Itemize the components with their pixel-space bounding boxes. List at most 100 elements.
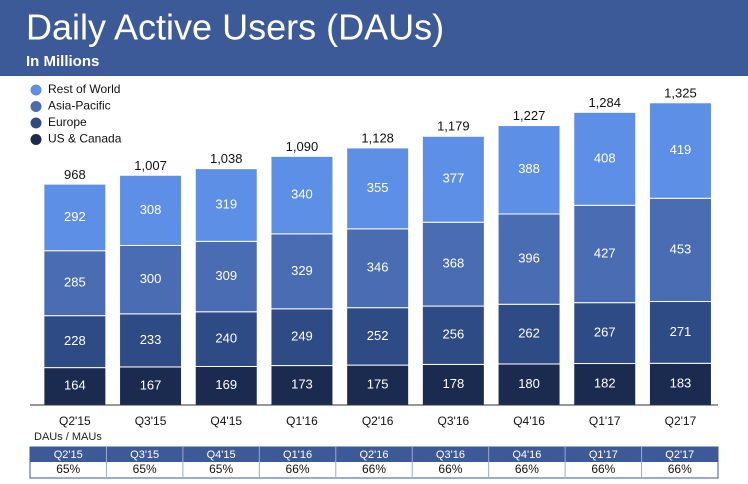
table-header-cell: Q4'15: [207, 449, 236, 461]
table-header-cell: Q4'16: [512, 449, 541, 461]
segment-label: 308: [140, 202, 162, 217]
table-header-cell: Q3'16: [436, 449, 465, 461]
bar-segment: [119, 313, 183, 368]
chart-subtitle: In Millions: [26, 53, 99, 70]
segment-label: 427: [594, 245, 616, 260]
segment-label: 408: [594, 150, 616, 165]
segment-label: 182: [594, 376, 616, 391]
segment-label: 228: [64, 333, 86, 348]
legend-swatch: [30, 84, 42, 96]
segment-label: 355: [367, 180, 389, 195]
bar-segment: [119, 244, 183, 315]
segment-label: 233: [140, 332, 162, 347]
segment-label: 240: [215, 331, 237, 346]
table-header-cell: Q2'15: [54, 449, 83, 461]
x-tick-label: Q3'16: [438, 414, 470, 428]
segment-label: 167: [140, 377, 162, 392]
table-cell: 66%: [286, 462, 310, 476]
segment-label: 292: [64, 209, 86, 224]
table-header-cell: Q1'17: [589, 449, 618, 461]
bar-segment: [346, 364, 410, 406]
segment-label: 340: [291, 187, 313, 202]
bar-segment: [119, 174, 183, 246]
legend-label: Rest of World: [48, 82, 120, 96]
segment-label: 319: [215, 196, 237, 211]
x-tick-label: Q1'16: [286, 414, 318, 428]
bar-segment: [648, 102, 712, 199]
bar-segment: [573, 302, 637, 365]
segment-label: 256: [442, 327, 464, 342]
bar-segment: [194, 311, 258, 367]
total-label: 1,007: [134, 158, 167, 173]
legend-label: Asia-Pacific: [48, 99, 111, 113]
segment-label: 164: [64, 378, 86, 393]
table-cell: 66%: [362, 462, 386, 476]
segment-label: 329: [291, 263, 313, 278]
legend-swatch: [30, 117, 42, 129]
x-tick-label: Q1'17: [589, 414, 621, 428]
table-cell: 66%: [438, 462, 462, 476]
total-label: 1,284: [588, 95, 621, 110]
segment-label: 368: [442, 256, 464, 271]
total-label: 1,038: [210, 151, 243, 166]
total-label: 1,227: [513, 108, 546, 123]
bar-segment: [421, 305, 485, 365]
segment-label: 249: [291, 329, 313, 344]
x-tick-label: Q3'15: [135, 414, 167, 428]
table-cell: 65%: [133, 462, 157, 476]
segment-label: 271: [670, 324, 692, 339]
table-header: [30, 447, 718, 462]
segment-label: 262: [518, 326, 540, 341]
table-header-cell: Q1'16: [283, 449, 312, 461]
bar-segment: [346, 228, 410, 309]
bar-segment: [43, 183, 107, 252]
total-label: 1,325: [664, 85, 697, 100]
x-tick-label: Q2'16: [362, 414, 394, 428]
bar-segment: [497, 125, 561, 215]
bar-segment: [421, 135, 485, 223]
bar-segment: [194, 168, 258, 242]
table-cell: 66%: [668, 462, 692, 476]
x-tick-label: Q4'15: [210, 414, 242, 428]
table-cell: 65%: [209, 462, 233, 476]
segment-label: 300: [140, 271, 162, 286]
segment-label: 173: [291, 377, 313, 392]
segment-label: 346: [367, 260, 389, 275]
segment-label: 419: [670, 142, 692, 157]
segment-label: 285: [64, 275, 86, 290]
bar-segment: [194, 240, 258, 313]
legend-swatch: [30, 101, 42, 112]
bar-segment: [43, 315, 107, 369]
bar-segment: [43, 250, 107, 317]
segment-label: 180: [518, 376, 540, 391]
bar-segment: [648, 362, 712, 406]
segment-label: 377: [442, 171, 464, 186]
segment-label: 309: [215, 268, 237, 283]
segment-label: 267: [594, 325, 616, 340]
bar-segment: [270, 155, 334, 235]
legend-swatch: [30, 134, 42, 145]
table-label: DAUs / MAUs: [34, 431, 102, 443]
table-header-cell: Q2'17: [665, 449, 694, 461]
bar-segment: [119, 366, 183, 406]
chart-title: Daily Active Users (DAUs): [26, 7, 444, 48]
table-cell: 65%: [56, 462, 80, 476]
bar-segment: [346, 147, 410, 230]
x-tick-label: Q2'15: [59, 414, 91, 428]
table-header-cell: Q3'15: [130, 449, 159, 461]
segment-label: 169: [215, 377, 237, 392]
bar-segment: [421, 221, 485, 307]
x-tick-label: Q4'16: [513, 414, 545, 428]
legend-label: US & Canada: [48, 132, 122, 146]
bar-segment: [573, 111, 637, 206]
segment-label: 252: [367, 328, 389, 343]
segment-label: 175: [367, 376, 389, 391]
header-band: [0, 0, 748, 76]
total-label: 1,090: [286, 139, 319, 154]
bar-segment: [346, 307, 410, 366]
segment-label: 178: [442, 376, 464, 391]
segment-label: 388: [518, 161, 540, 176]
x-tick-label: Q2'17: [665, 414, 697, 428]
bar-segment: [573, 204, 637, 304]
